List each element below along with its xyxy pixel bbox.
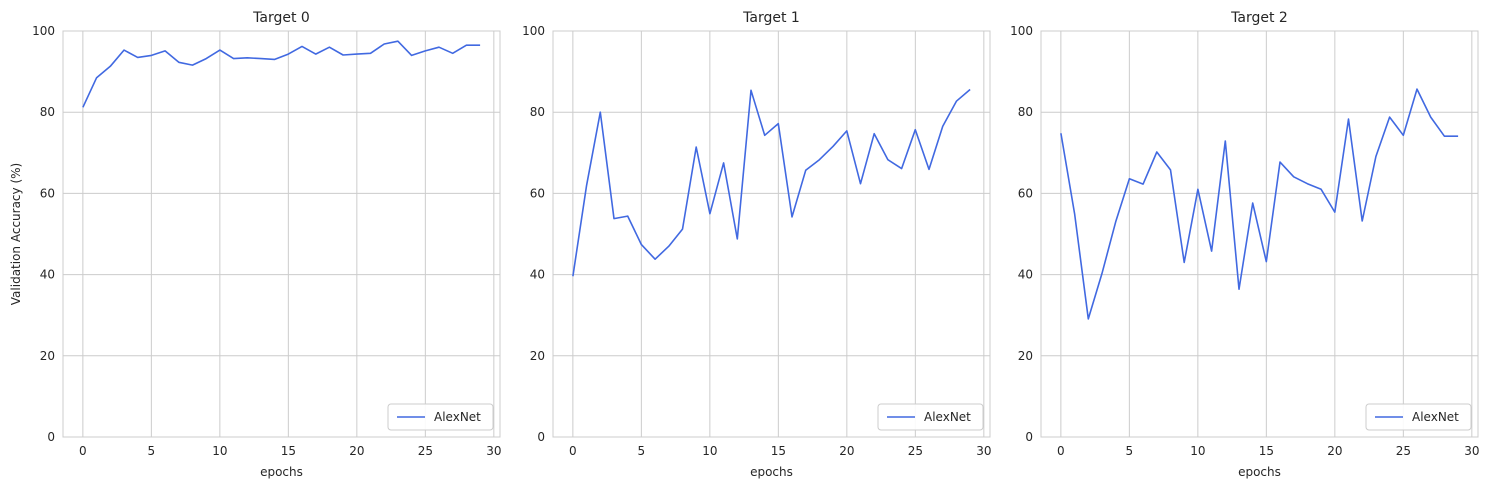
legend: AlexNet: [877, 403, 984, 431]
y-tick-label: 40: [1018, 268, 1033, 282]
x-tick-label: 30: [486, 444, 501, 458]
x-tick-label: 5: [638, 444, 646, 458]
y-tick-label: 0: [47, 430, 55, 444]
legend-label: AlexNet: [924, 410, 971, 424]
x-tick-label: 0: [79, 444, 87, 458]
x-tick-label: 20: [1327, 444, 1342, 458]
x-axis-label: epochs: [1238, 465, 1281, 479]
x-tick-label: 20: [839, 444, 854, 458]
x-tick-label: 25: [908, 444, 923, 458]
y-tick-label: 100: [32, 24, 55, 38]
y-tick-label: 20: [530, 349, 545, 363]
legend-box: [877, 403, 984, 431]
y-tick-label: 0: [1025, 430, 1033, 444]
y-tick-label: 80: [530, 105, 545, 119]
y-tick-label: 80: [40, 105, 55, 119]
y-axis-label: Validation Accuracy (%): [9, 163, 23, 305]
legend-label: AlexNet: [434, 410, 481, 424]
series-line-0: [82, 40, 481, 108]
y-tick-label: 20: [1018, 349, 1033, 363]
y-tick-label: 60: [1018, 186, 1033, 200]
x-tick-label: 10: [702, 444, 717, 458]
x-tick-label: 10: [212, 444, 227, 458]
y-tick-label: 60: [40, 186, 55, 200]
legend-box: [1365, 403, 1472, 431]
x-tick-label: 10: [1190, 444, 1205, 458]
y-tick-label: 40: [530, 268, 545, 282]
chart-title: Target 2: [1230, 10, 1288, 26]
y-tick-label: 0: [537, 430, 545, 444]
x-tick-label: 15: [281, 444, 296, 458]
y-tick-label: 20: [40, 349, 55, 363]
x-tick-label: 30: [976, 444, 991, 458]
legend-box: [387, 403, 494, 431]
series-line-0: [572, 88, 971, 277]
x-axis-label: epochs: [750, 465, 793, 479]
x-tick-label: 0: [569, 444, 577, 458]
x-tick-label: 25: [1396, 444, 1411, 458]
legend-label: AlexNet: [1412, 410, 1459, 424]
plot-frame: [552, 30, 991, 438]
x-tick-label: 20: [349, 444, 364, 458]
x-tick-label: 15: [1259, 444, 1274, 458]
chart-title: Target 0: [252, 10, 310, 26]
y-tick-label: 40: [40, 268, 55, 282]
x-tick-label: 15: [771, 444, 786, 458]
y-tick-label: 100: [522, 24, 545, 38]
x-tick-label: 25: [418, 444, 433, 458]
x-tick-label: 5: [148, 444, 156, 458]
y-tick-label: 60: [530, 186, 545, 200]
x-tick-label: 5: [1126, 444, 1134, 458]
x-tick-label: 30: [1464, 444, 1479, 458]
legend: AlexNet: [1365, 403, 1472, 431]
series-line-0: [1060, 88, 1459, 320]
x-axis-label: epochs: [260, 465, 303, 479]
y-tick-label: 100: [1010, 24, 1033, 38]
chart-panel-0: 0 5 10 15 20 25 30 0 20 40 60 80 100 Target 0 epochs Va…: [9, 10, 501, 479]
y-tick-label: 80: [1018, 105, 1033, 119]
legend: AlexNet: [387, 403, 494, 431]
chart-panel-1: 0 5 10 15 20 25 30 0 20 40 60 80 100 Target 1 epochs Al…: [522, 10, 991, 479]
x-tick-label: 0: [1057, 444, 1065, 458]
chart-title: Target 1: [742, 10, 800, 26]
plot-frame: [62, 30, 501, 438]
chart-panel-2: 0 5 10 15 20 25 30 0 20 40 60 80 100 Target 2 epochs Al…: [1010, 10, 1479, 479]
plot-frame: [1040, 30, 1479, 438]
